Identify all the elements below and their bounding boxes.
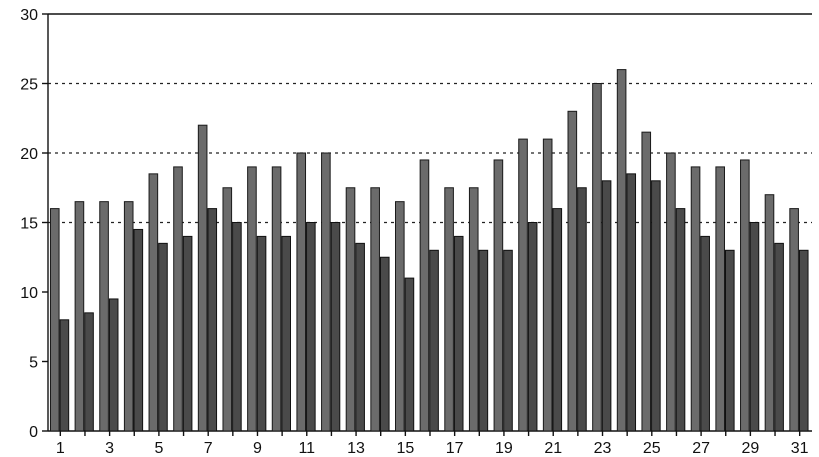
y-tick-label-30: 30 [20, 7, 38, 24]
bar-series2-day-30 [774, 242, 784, 432]
bar-series1-day-23 [592, 83, 602, 432]
bar-series1-day-11 [296, 152, 307, 432]
bar-series2-day-7 [207, 208, 218, 432]
bar-series2-day-31 [798, 249, 809, 432]
bar-series1-day-3 [99, 201, 109, 432]
bar-series1-day-22 [567, 110, 578, 432]
x-tick-label-7: 7 [204, 440, 213, 457]
bar-series1-day-31 [789, 208, 799, 432]
bar-series1-day-5 [148, 173, 159, 432]
bar-series1-day-8 [222, 187, 233, 432]
bar-series1-day-29 [740, 159, 750, 432]
bar-series1-day-6 [173, 166, 183, 432]
bar-series2-day-12 [330, 222, 341, 432]
x-tick-label-19: 19 [495, 440, 513, 457]
bar-series1-day-15 [394, 201, 405, 432]
bar-series2-day-18 [478, 249, 489, 432]
bar-series1-day-27 [690, 166, 701, 432]
bar-series1-day-26 [666, 152, 676, 432]
bar-series1-day-13 [345, 187, 356, 432]
bar-series2-day-11 [306, 222, 316, 432]
x-tick-label-9: 9 [253, 440, 262, 457]
x-tick-label-21: 21 [544, 440, 562, 457]
bar-series2-day-21 [552, 208, 563, 432]
y-tick-label-10: 10 [20, 285, 38, 302]
bar-series2-day-27 [700, 235, 710, 432]
x-tick-label-5: 5 [154, 440, 163, 457]
x-tick-label-1: 1 [56, 440, 65, 457]
bar-series1-day-2 [74, 201, 85, 432]
bar-series2-day-13 [355, 242, 365, 432]
bar-series2-day-5 [158, 242, 168, 432]
bar-series2-day-25 [651, 180, 661, 432]
bar-series1-day-24 [616, 69, 627, 432]
bar-series2-day-10 [281, 235, 291, 432]
bar-series2-day-24 [626, 173, 637, 432]
bar-series2-day-4 [133, 228, 144, 432]
bar-series1-day-21 [542, 138, 553, 432]
bar-series1-day-19 [493, 159, 504, 432]
bar-series2-day-20 [527, 222, 538, 432]
bar-series2-day-28 [724, 249, 735, 432]
bar-series1-day-7 [197, 124, 208, 432]
bar-series1-day-20 [518, 138, 528, 432]
bar-series2-day-29 [749, 222, 760, 432]
bar-series2-day-3 [108, 298, 119, 432]
bar-series2-day-19 [503, 249, 513, 432]
x-tick-label-13: 13 [347, 440, 365, 457]
x-tick-label-23: 23 [594, 440, 612, 457]
bar-series1-day-28 [715, 166, 725, 432]
bar-series1-day-10 [271, 166, 282, 432]
bar-series2-day-22 [577, 187, 587, 432]
bar-series2-day-14 [379, 256, 390, 432]
bar-series2-day-26 [675, 208, 686, 432]
bar-series2-day-1 [59, 319, 70, 432]
bar-series2-day-23 [601, 180, 612, 432]
x-tick-label-11: 11 [298, 440, 315, 457]
bar-series1-day-17 [444, 187, 454, 432]
x-tick-label-25: 25 [643, 440, 661, 457]
bar-series1-day-14 [370, 187, 380, 432]
x-tick-label-15: 15 [396, 440, 414, 457]
bar-series2-day-9 [256, 235, 267, 432]
y-tick-label-0: 0 [29, 424, 38, 441]
bar-series1-day-9 [247, 166, 257, 432]
bar-series1-day-4 [123, 201, 134, 432]
x-tick-label-27: 27 [692, 440, 710, 457]
bar-series1-day-1 [49, 208, 60, 432]
bar-series2-day-17 [453, 235, 464, 432]
bar-series2-day-6 [182, 235, 193, 432]
bar-series1-day-30 [764, 194, 775, 432]
bar-series1-day-16 [419, 159, 430, 432]
x-tick-label-29: 29 [741, 440, 759, 457]
x-tick-label-17: 17 [446, 440, 464, 457]
bar-series2-day-16 [429, 249, 439, 432]
y-tick-label-25: 25 [20, 77, 38, 94]
bar-series1-day-12 [321, 152, 331, 432]
bar-series2-day-2 [84, 312, 94, 432]
bar-series1-day-18 [468, 187, 479, 432]
x-tick-label-3: 3 [105, 440, 114, 457]
y-tick-label-15: 15 [20, 216, 38, 233]
bar-series2-day-15 [404, 277, 415, 432]
x-tick-label-31: 31 [791, 440, 809, 457]
y-tick-label-5: 5 [29, 355, 38, 372]
bar-series2-day-8 [232, 222, 242, 432]
y-tick-label-20: 20 [20, 146, 38, 163]
bar-series1-day-25 [641, 131, 652, 432]
